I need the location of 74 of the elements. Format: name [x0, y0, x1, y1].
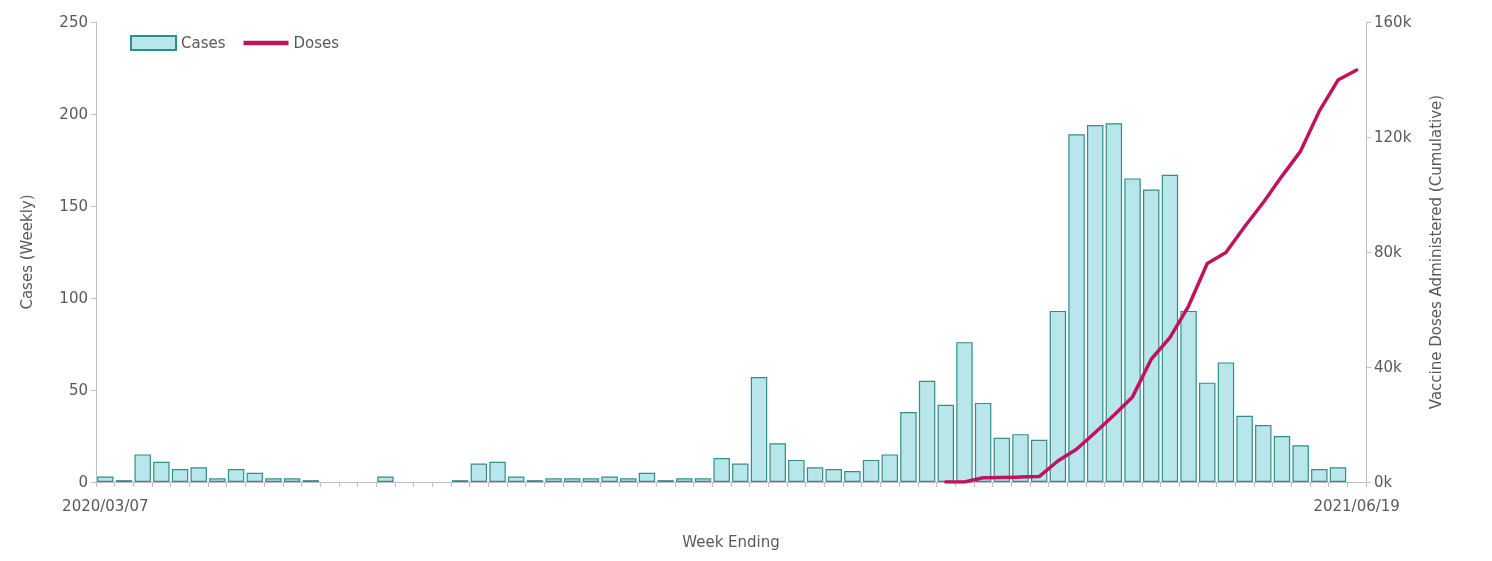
bar	[713, 458, 730, 482]
bar	[1217, 362, 1235, 482]
bar	[881, 454, 898, 482]
y-tick-label: 100	[59, 289, 88, 307]
bar	[265, 478, 282, 482]
bar	[974, 402, 992, 482]
bar	[1236, 415, 1253, 482]
y2-tick-label: 120k	[1374, 128, 1412, 146]
bar	[900, 412, 917, 482]
bar	[1311, 469, 1328, 482]
bar	[638, 472, 656, 482]
bar	[470, 463, 488, 482]
x-tick-label: 2020/03/07	[62, 496, 149, 515]
bar	[601, 476, 618, 482]
bar	[956, 342, 973, 482]
bar	[1255, 424, 1272, 482]
x-tick-label: 2021/06/19	[1313, 496, 1400, 515]
bar	[1180, 310, 1197, 482]
y2-axis-title: Vaccine Doses Administered (Cumulative)	[1426, 94, 1445, 410]
bar	[918, 380, 936, 482]
bar	[171, 469, 189, 482]
line-series	[944, 68, 1359, 484]
bar	[694, 478, 712, 482]
bar	[1068, 134, 1085, 482]
bar	[1124, 178, 1141, 482]
bar	[825, 469, 842, 482]
bar	[246, 472, 263, 482]
y-tick-label: 250	[59, 13, 88, 31]
bar	[993, 437, 1011, 482]
bar	[844, 470, 861, 482]
y-tick-label: 200	[59, 105, 88, 123]
bar	[788, 459, 805, 482]
bar	[283, 478, 301, 482]
bar	[1329, 467, 1347, 482]
y-tick-label: 0	[78, 473, 88, 491]
y2-tick-label: 0k	[1374, 473, 1393, 491]
bar	[1105, 123, 1123, 482]
x-axis-title: Week Ending	[682, 532, 780, 551]
legend-label: Doses	[293, 34, 340, 52]
bar	[1161, 174, 1179, 482]
bar	[620, 478, 637, 482]
bar	[1199, 382, 1216, 482]
bar	[676, 478, 693, 482]
bar	[732, 463, 749, 482]
y2-tick-label: 80k	[1374, 243, 1403, 261]
y-tick-label: 150	[59, 197, 88, 215]
bar	[1049, 310, 1067, 482]
bar	[564, 478, 581, 482]
bar	[862, 459, 880, 482]
bar	[750, 377, 768, 482]
legend-label: Cases	[181, 34, 226, 52]
bar	[1143, 189, 1160, 482]
bar	[190, 467, 207, 482]
bar	[806, 467, 824, 482]
y2-tick-label: 160k	[1374, 13, 1412, 31]
bar	[1012, 434, 1029, 482]
y-axis-title: Cases (Weekly)	[17, 194, 36, 310]
y-tick-label: 50	[68, 381, 88, 399]
bar	[97, 476, 114, 482]
bar	[1086, 125, 1104, 482]
bar	[582, 478, 600, 482]
bar	[508, 476, 525, 482]
bar	[209, 478, 226, 482]
bar	[377, 476, 394, 482]
bar	[1292, 445, 1309, 482]
bar	[489, 461, 506, 482]
y2-tick-label: 40k	[1374, 358, 1403, 376]
bar	[134, 454, 151, 482]
bar	[937, 404, 954, 482]
bar	[545, 478, 562, 482]
bar	[1273, 436, 1291, 482]
bar	[769, 443, 786, 482]
bar	[153, 461, 170, 482]
bar	[227, 469, 245, 482]
